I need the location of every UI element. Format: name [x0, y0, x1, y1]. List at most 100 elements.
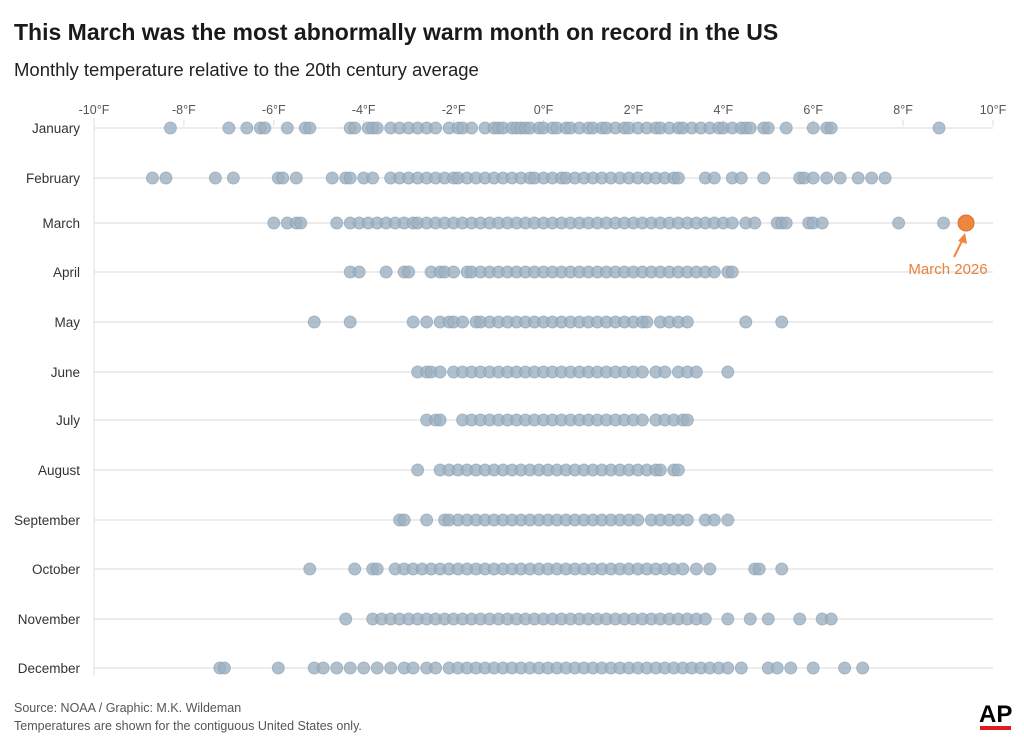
month-label: June	[51, 365, 80, 380]
month-label: May	[54, 315, 80, 330]
data-point	[680, 413, 694, 427]
data-point	[330, 216, 344, 230]
data-point	[303, 121, 317, 135]
data-point	[217, 661, 231, 675]
data-point	[330, 661, 344, 675]
month-label: April	[53, 265, 80, 280]
data-point	[465, 121, 479, 135]
data-point	[635, 365, 649, 379]
data-point	[721, 612, 735, 626]
data-point	[631, 513, 645, 527]
data-point	[725, 265, 739, 279]
data-point	[384, 661, 398, 675]
highlight-point	[957, 214, 975, 232]
data-point	[770, 661, 784, 675]
data-point	[689, 365, 703, 379]
data-point	[271, 661, 285, 675]
data-point	[240, 121, 254, 135]
y-axis-categories: January February March April May June July Augu…	[14, 121, 81, 676]
highlight-annotation: March 2026	[908, 233, 988, 278]
data-point	[406, 661, 420, 675]
data-point	[289, 171, 303, 185]
month-label: December	[18, 661, 81, 676]
data-point	[343, 171, 357, 185]
month-label: September	[14, 513, 81, 528]
data-point	[447, 265, 461, 279]
data-point	[640, 315, 654, 329]
x-tick-label: 6°F	[803, 103, 823, 117]
x-tick-label: 0°F	[534, 103, 554, 117]
month-label: November	[18, 612, 81, 627]
data-point	[635, 413, 649, 427]
data-point	[671, 463, 685, 477]
data-point	[303, 562, 317, 576]
data-point	[734, 661, 748, 675]
data-point	[433, 365, 447, 379]
data-point	[343, 315, 357, 329]
x-tick-label: -2°F	[442, 103, 466, 117]
data-point	[739, 315, 753, 329]
month-label: July	[56, 413, 80, 428]
data-point	[721, 661, 735, 675]
data-point	[456, 315, 470, 329]
data-point	[280, 121, 294, 135]
data-point	[851, 171, 865, 185]
data-point	[352, 265, 366, 279]
data-point	[806, 121, 820, 135]
data-point	[820, 171, 834, 185]
data-point	[761, 121, 775, 135]
x-tick-label: 2°F	[624, 103, 644, 117]
data-point	[429, 661, 443, 675]
data-point	[370, 562, 384, 576]
data-point	[824, 612, 838, 626]
data-point	[402, 265, 416, 279]
data-point	[707, 265, 721, 279]
data-point	[743, 612, 757, 626]
data-point	[856, 661, 870, 675]
x-tick-label: 4°F	[714, 103, 734, 117]
data-point	[145, 171, 159, 185]
data-point	[775, 315, 789, 329]
data-point	[420, 513, 434, 527]
gridlines	[93, 118, 993, 676]
data-point	[806, 171, 820, 185]
data-point	[703, 562, 717, 576]
data-point	[932, 121, 946, 135]
data-point	[833, 171, 847, 185]
data-point	[757, 171, 771, 185]
data-point	[671, 171, 685, 185]
data-point	[208, 171, 222, 185]
data-point	[824, 121, 838, 135]
x-axis: -10°F -8°F -6°F -4°F -2°F 0°F 2°F 4°F 6°F 8°F 10°F	[79, 103, 1007, 126]
data-point	[779, 121, 793, 135]
month-label: August	[38, 463, 80, 478]
data-point	[294, 216, 308, 230]
x-tick-label: -8°F	[172, 103, 196, 117]
data-point	[379, 265, 393, 279]
data-point	[680, 315, 694, 329]
data-point	[748, 216, 762, 230]
data-point	[937, 216, 951, 230]
data-point	[226, 171, 240, 185]
data-point	[370, 121, 384, 135]
ap-logo: AP	[979, 701, 1012, 730]
source-note: Source: NOAA / Graphic: M.K. Wildeman	[14, 701, 241, 715]
month-label: March	[42, 216, 80, 231]
ap-logo-bar	[980, 726, 1011, 730]
data-point	[339, 612, 353, 626]
data-point	[775, 562, 789, 576]
ap-logo-text: AP	[979, 701, 1012, 728]
data-point	[680, 513, 694, 527]
data-point	[878, 171, 892, 185]
data-point	[734, 171, 748, 185]
data-point	[721, 513, 735, 527]
data-point	[725, 216, 739, 230]
data-point	[366, 171, 380, 185]
data-point	[698, 612, 712, 626]
x-tick-label: 8°F	[893, 103, 913, 117]
data-point	[397, 513, 411, 527]
month-label: January	[32, 121, 80, 136]
data-point	[658, 365, 672, 379]
data-point	[159, 171, 173, 185]
chart-subtitle: Monthly temperature relative to the 20th…	[14, 59, 479, 80]
